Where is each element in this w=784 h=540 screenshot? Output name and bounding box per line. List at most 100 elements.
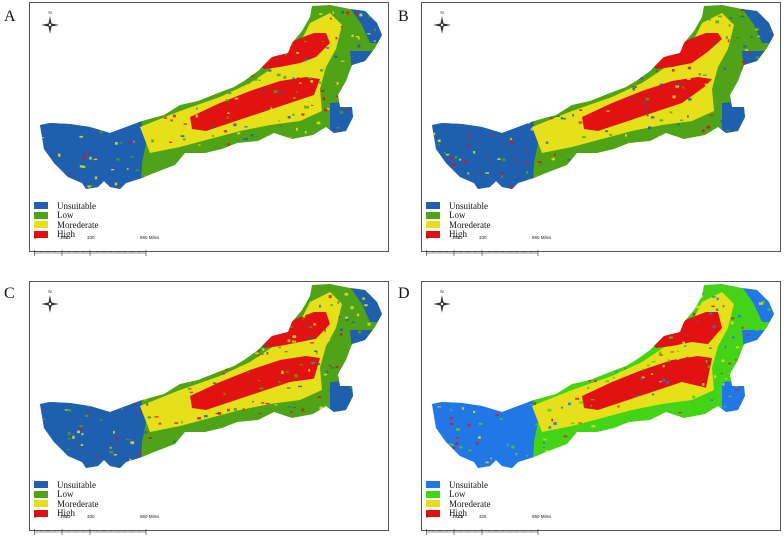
raster-cell (308, 77, 312, 79)
raster-cell (89, 156, 92, 160)
raster-cell (713, 375, 717, 379)
raster-cell (376, 393, 380, 396)
raster-cell (202, 433, 206, 436)
raster-cell (372, 15, 376, 19)
raster-cell (135, 38, 137, 42)
raster-cell (89, 184, 94, 187)
raster-cell (280, 164, 284, 166)
raster-cell (584, 31, 587, 34)
raster-cell (432, 76, 435, 79)
raster-cell (379, 95, 382, 98)
raster-cell (97, 21, 100, 23)
raster-cell (518, 369, 520, 372)
raster-cell (478, 436, 481, 439)
raster-cell (730, 436, 735, 439)
raster-cell (703, 464, 706, 466)
raster-cell (121, 408, 123, 410)
raster-cell (142, 34, 146, 36)
raster-cell (627, 354, 631, 358)
raster-cell (544, 12, 547, 14)
unsuitable-east-d-0 (722, 380, 752, 414)
raster-cell (665, 459, 670, 462)
raster-cell (98, 125, 102, 128)
raster-cell (611, 313, 614, 315)
raster-cell (722, 305, 725, 308)
raster-cell (500, 362, 503, 366)
raster-cell (214, 22, 218, 25)
raster-cell (200, 180, 203, 183)
raster-cell (267, 185, 270, 188)
raster-cell (80, 444, 84, 446)
raster-cell (87, 185, 91, 188)
raster-cell (114, 437, 118, 441)
raster-cell (151, 59, 156, 61)
raster-cell (722, 383, 725, 386)
legend-swatch-high (34, 509, 48, 517)
raster-cell (190, 423, 194, 427)
raster-cell (465, 391, 468, 393)
raster-cell (139, 411, 142, 415)
raster-cell (530, 317, 534, 320)
raster-cell (586, 38, 590, 41)
raster-cell (448, 70, 452, 74)
raster-cell (735, 166, 738, 169)
raster-cell (563, 117, 566, 120)
raster-cell (100, 16, 104, 19)
raster-cell (58, 404, 62, 407)
raster-cell (132, 402, 136, 406)
raster-cell (121, 31, 124, 33)
raster-cell (467, 135, 472, 137)
scale-tick-label: 660 Miles (140, 514, 160, 519)
raster-cell (292, 407, 297, 409)
raster-cell (582, 136, 586, 139)
raster-cell (348, 156, 353, 159)
raster-cell (308, 336, 312, 339)
raster-cell (227, 112, 230, 114)
raster-cell (627, 390, 631, 392)
raster-cell (243, 173, 248, 175)
raster-cell (305, 56, 309, 59)
raster-cell (463, 383, 467, 385)
raster-cell (57, 97, 60, 101)
raster-cell (242, 153, 247, 156)
raster-cell (163, 88, 165, 91)
raster-cell (214, 171, 217, 174)
raster-cell (99, 70, 103, 72)
suitability-map-a: N (40, 5, 382, 189)
raster-cell (152, 308, 154, 312)
raster-cell (169, 141, 173, 143)
raster-cell (211, 155, 213, 158)
raster-cell (561, 31, 565, 34)
raster-cell (549, 10, 552, 13)
raster-cell (549, 117, 554, 120)
raster-cell (770, 180, 773, 182)
raster-cell (252, 400, 254, 403)
raster-cell (332, 11, 335, 14)
raster-cell (574, 13, 578, 17)
raster-cell (143, 17, 146, 19)
raster-cell (338, 316, 341, 319)
raster-cell (723, 102, 726, 104)
raster-cell (243, 178, 247, 181)
raster-cell (695, 449, 700, 451)
raster-cell (578, 422, 582, 424)
raster-cell (755, 328, 759, 331)
raster-cell (353, 141, 356, 144)
raster-cell (524, 375, 528, 379)
raster-cell (495, 405, 498, 407)
raster-cell (228, 51, 232, 54)
raster-cell (539, 31, 543, 34)
raster-cell (500, 433, 505, 436)
raster-cell (479, 422, 483, 425)
raster-cell (47, 356, 50, 359)
raster-cell (174, 422, 179, 424)
raster-cell (561, 406, 563, 409)
raster-cell (763, 340, 767, 344)
raster-cell (186, 74, 190, 77)
raster-cell (594, 380, 597, 383)
raster-cell (434, 344, 438, 347)
raster-cell (700, 158, 702, 161)
raster-cell (225, 99, 229, 102)
raster-cell (611, 328, 615, 330)
raster-cell (45, 464, 50, 466)
